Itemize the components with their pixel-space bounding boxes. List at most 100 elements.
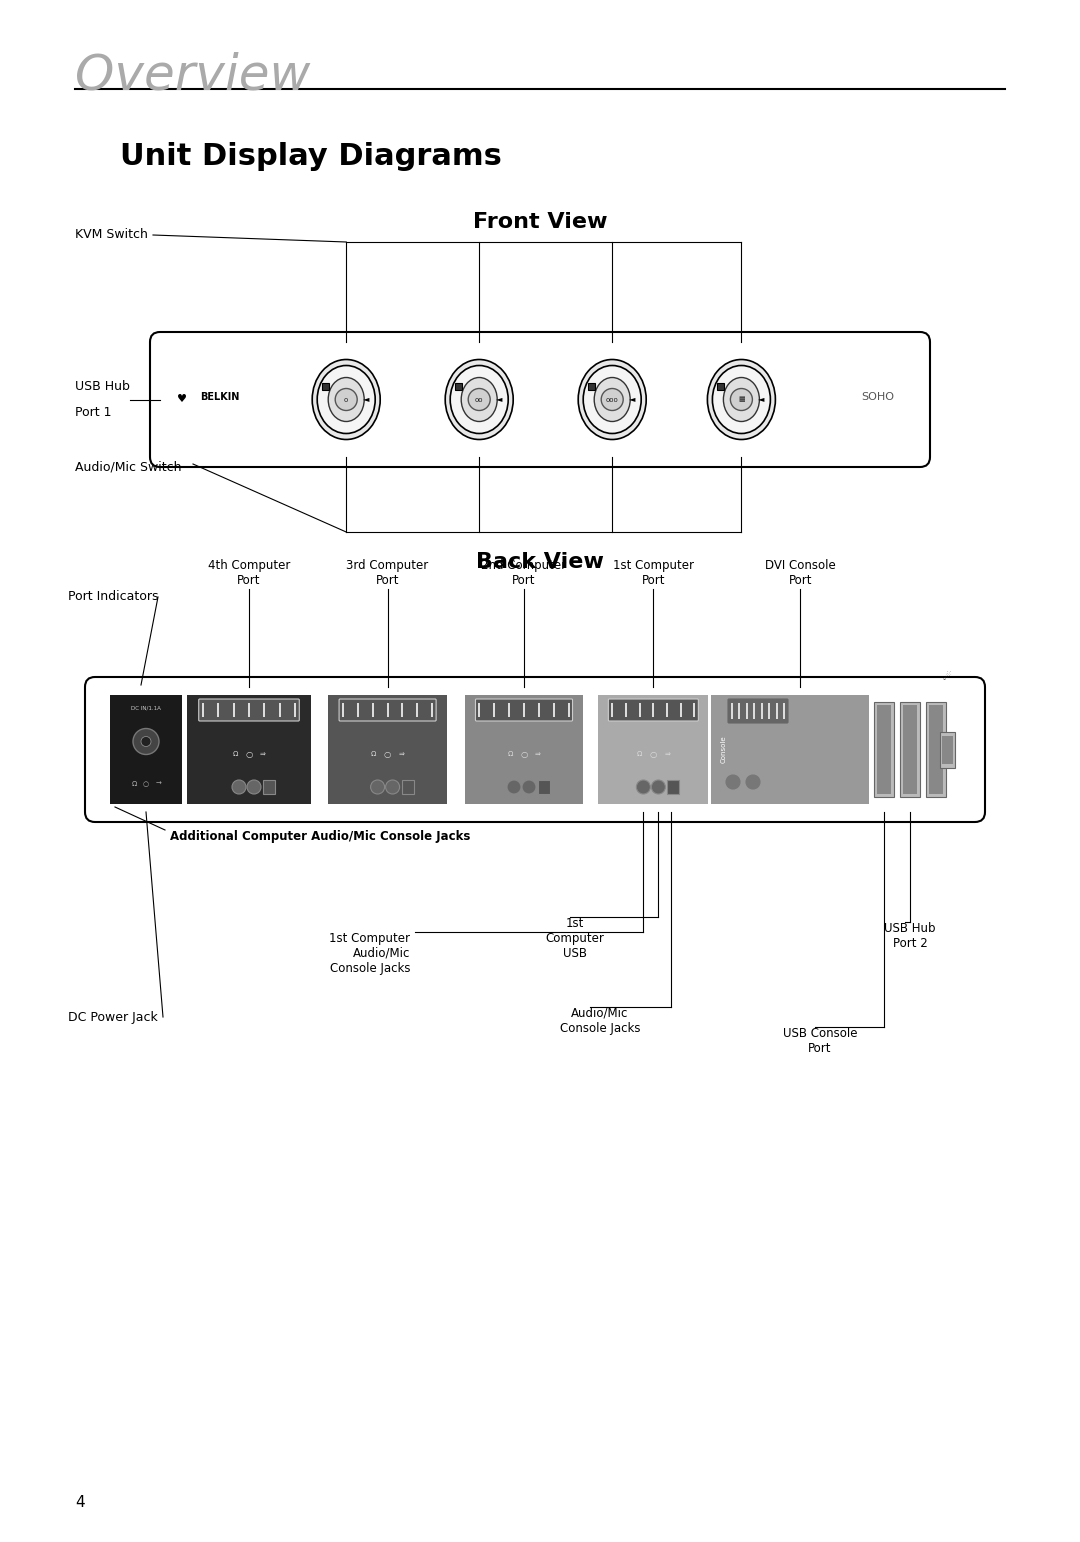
Circle shape bbox=[507, 780, 521, 794]
Text: Overview: Overview bbox=[75, 52, 310, 100]
Bar bbox=[356, 703, 359, 717]
Bar bbox=[455, 382, 462, 390]
Bar bbox=[927, 702, 946, 797]
Circle shape bbox=[636, 780, 650, 794]
Bar bbox=[232, 703, 234, 717]
Bar bbox=[930, 705, 944, 794]
Text: Port Indicators: Port Indicators bbox=[68, 591, 159, 603]
Bar bbox=[416, 703, 418, 717]
Circle shape bbox=[730, 389, 753, 410]
Bar bbox=[372, 703, 374, 717]
Text: Ω: Ω bbox=[370, 751, 376, 757]
Circle shape bbox=[141, 737, 151, 746]
Bar bbox=[652, 703, 654, 717]
Ellipse shape bbox=[461, 378, 497, 421]
Bar bbox=[667, 780, 679, 794]
Circle shape bbox=[247, 780, 261, 794]
Bar bbox=[264, 703, 266, 717]
FancyBboxPatch shape bbox=[199, 699, 299, 722]
Text: ☄: ☄ bbox=[943, 672, 951, 682]
Circle shape bbox=[746, 776, 760, 790]
Text: ◄: ◄ bbox=[629, 395, 635, 402]
FancyBboxPatch shape bbox=[728, 699, 788, 723]
Text: ◄: ◄ bbox=[363, 395, 369, 402]
Bar bbox=[402, 703, 404, 717]
FancyBboxPatch shape bbox=[85, 677, 985, 822]
Bar bbox=[611, 703, 613, 717]
Circle shape bbox=[335, 389, 357, 410]
Bar bbox=[264, 780, 275, 794]
Bar bbox=[768, 703, 770, 719]
Bar bbox=[342, 703, 345, 717]
Text: Unit Display Diagrams: Unit Display Diagrams bbox=[120, 142, 502, 171]
Bar bbox=[567, 703, 569, 717]
Text: ⇒: ⇒ bbox=[260, 751, 266, 757]
Text: oo: oo bbox=[475, 396, 484, 402]
Text: DC IN/1.1A: DC IN/1.1A bbox=[131, 705, 161, 709]
Bar bbox=[598, 695, 708, 803]
Text: Console: Console bbox=[721, 736, 727, 763]
Bar bbox=[783, 703, 785, 719]
Text: ○: ○ bbox=[143, 780, 149, 786]
Circle shape bbox=[232, 780, 246, 794]
Bar bbox=[538, 780, 550, 794]
Text: ○: ○ bbox=[521, 749, 528, 759]
Circle shape bbox=[726, 776, 740, 790]
Bar bbox=[478, 703, 481, 717]
Text: ♥: ♥ bbox=[177, 395, 187, 404]
Text: Ω: Ω bbox=[132, 780, 137, 786]
Ellipse shape bbox=[724, 378, 759, 421]
Text: USB Console
Port: USB Console Port bbox=[783, 1027, 858, 1055]
Text: 1st
Computer
USB: 1st Computer USB bbox=[545, 917, 605, 961]
Text: ⇒: ⇒ bbox=[664, 751, 671, 757]
Bar bbox=[746, 703, 747, 719]
Bar bbox=[679, 703, 681, 717]
Bar bbox=[940, 731, 955, 768]
Text: Ω: Ω bbox=[232, 751, 238, 757]
Text: ⇒: ⇒ bbox=[535, 751, 541, 757]
Bar bbox=[431, 703, 433, 717]
Ellipse shape bbox=[318, 365, 375, 433]
Text: ◄: ◄ bbox=[496, 395, 502, 402]
Bar bbox=[903, 705, 917, 794]
Bar bbox=[731, 703, 733, 719]
Text: Front View: Front View bbox=[473, 211, 607, 231]
Text: ○: ○ bbox=[650, 749, 657, 759]
Bar bbox=[494, 703, 496, 717]
Circle shape bbox=[133, 728, 159, 754]
Bar bbox=[402, 780, 414, 794]
Text: ▦: ▦ bbox=[738, 396, 745, 402]
Ellipse shape bbox=[312, 359, 380, 439]
Text: Additional Computer Audio/Mic Console Jacks: Additional Computer Audio/Mic Console Ja… bbox=[170, 830, 471, 843]
Bar bbox=[294, 703, 296, 717]
Text: SOHO: SOHO bbox=[862, 393, 894, 402]
Text: ⇒: ⇒ bbox=[399, 751, 405, 757]
Bar bbox=[739, 703, 741, 719]
Text: Audio/Mic Switch: Audio/Mic Switch bbox=[75, 461, 181, 473]
Text: BELKIN: BELKIN bbox=[200, 393, 240, 402]
Ellipse shape bbox=[328, 378, 364, 421]
Text: →: → bbox=[157, 780, 162, 786]
FancyBboxPatch shape bbox=[150, 332, 930, 467]
Circle shape bbox=[602, 389, 623, 410]
Ellipse shape bbox=[583, 365, 642, 433]
FancyBboxPatch shape bbox=[475, 699, 572, 722]
Ellipse shape bbox=[450, 365, 509, 433]
Ellipse shape bbox=[445, 359, 513, 439]
Circle shape bbox=[386, 780, 400, 794]
Text: DVI Console
Port: DVI Console Port bbox=[765, 560, 836, 588]
Ellipse shape bbox=[594, 378, 631, 421]
FancyBboxPatch shape bbox=[339, 699, 436, 722]
Bar bbox=[625, 703, 627, 717]
FancyBboxPatch shape bbox=[608, 699, 699, 722]
Text: Audio/Mic
Console Jacks: Audio/Mic Console Jacks bbox=[559, 1007, 640, 1035]
Text: 3rd Computer
Port: 3rd Computer Port bbox=[347, 560, 429, 588]
Text: Port 1: Port 1 bbox=[75, 407, 111, 419]
Bar bbox=[717, 382, 725, 390]
Bar bbox=[711, 695, 869, 803]
Bar bbox=[589, 382, 595, 390]
Ellipse shape bbox=[578, 359, 646, 439]
Bar bbox=[202, 703, 204, 717]
Text: 4: 4 bbox=[75, 1496, 84, 1510]
Circle shape bbox=[522, 780, 536, 794]
